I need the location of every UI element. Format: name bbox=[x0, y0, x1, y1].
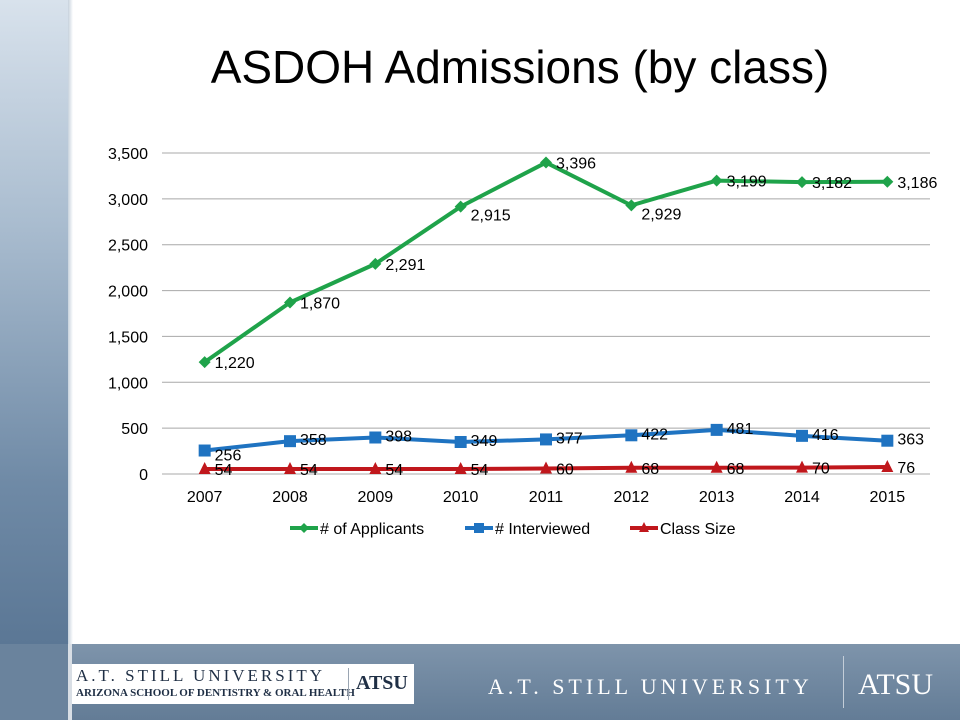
diamond-marker bbox=[284, 296, 296, 309]
diamond-marker bbox=[796, 176, 808, 189]
square-marker bbox=[474, 523, 484, 533]
diamond-marker bbox=[881, 175, 894, 188]
square-marker bbox=[881, 434, 894, 447]
diamond-marker bbox=[454, 200, 467, 213]
chart-series bbox=[198, 156, 894, 475]
data-label: 2,929 bbox=[641, 206, 681, 223]
slide-title: ASDOH Admissions (by class) bbox=[210, 41, 830, 93]
square-marker bbox=[198, 444, 211, 457]
data-label: 256 bbox=[215, 448, 242, 465]
footer-abbrev: ATSU bbox=[858, 668, 934, 701]
data-labels: 1,220 1,870 2,291 2,915 3,396 2,929 3,199 3,182… bbox=[215, 156, 938, 480]
data-label: 481 bbox=[727, 421, 754, 438]
x-axis-ticks: 2007 2008 2009 2010 2011 2012 2013 2014 2015 bbox=[187, 489, 905, 506]
data-label: 3,182 bbox=[812, 175, 852, 192]
y-axis-ticks: 0 500 1,000 1,500 2,000 2,500 3,000 3,500 bbox=[108, 146, 148, 484]
data-label: 54 bbox=[300, 462, 318, 479]
data-label: 377 bbox=[556, 430, 583, 447]
triangle-marker bbox=[540, 461, 552, 474]
triangle-marker bbox=[369, 462, 382, 475]
y-tick-label: 1,500 bbox=[108, 329, 148, 346]
square-marker bbox=[796, 429, 808, 442]
triangle-marker bbox=[639, 522, 649, 532]
footer-bar: A.T. STILL UNIVERSITY ARIZONA SCHOOL OF … bbox=[0, 644, 960, 720]
y-tick-label: 3,000 bbox=[108, 192, 148, 209]
data-label: 68 bbox=[641, 461, 659, 478]
logo-separator bbox=[348, 668, 349, 700]
x-tick-label: 2007 bbox=[187, 489, 223, 506]
legend-label: # Interviewed bbox=[495, 521, 590, 538]
data-label: 358 bbox=[300, 432, 327, 449]
data-label: 2,291 bbox=[385, 257, 425, 274]
x-tick-label: 2014 bbox=[784, 489, 820, 506]
triangle-marker bbox=[454, 462, 467, 475]
logo-university-name: A.T. STILL UNIVERSITY bbox=[76, 666, 326, 685]
x-tick-label: 2013 bbox=[699, 489, 735, 506]
x-tick-label: 2012 bbox=[614, 489, 650, 506]
left-bar-edge bbox=[68, 0, 73, 644]
y-tick-label: 2,000 bbox=[108, 284, 148, 301]
x-tick-label: 2009 bbox=[358, 489, 394, 506]
legend-label: # of Applicants bbox=[320, 521, 424, 538]
data-label: 76 bbox=[897, 460, 915, 477]
data-label: 3,186 bbox=[897, 175, 937, 192]
x-tick-label: 2008 bbox=[272, 489, 308, 506]
data-label: 2,915 bbox=[471, 208, 511, 225]
school-logo: A.T. STILL UNIVERSITY ARIZONA SCHOOL OF … bbox=[72, 664, 414, 704]
y-tick-label: 0 bbox=[139, 467, 148, 484]
diamond-marker bbox=[710, 174, 723, 187]
legend-label: Class Size bbox=[660, 521, 736, 538]
data-label: 422 bbox=[641, 426, 668, 443]
logo-school-name: ARIZONA SCHOOL OF DENTISTRY & ORAL HEALT… bbox=[76, 687, 355, 699]
diamond-marker bbox=[540, 156, 552, 169]
x-tick-label: 2011 bbox=[529, 489, 564, 506]
square-marker bbox=[454, 435, 467, 448]
diamond-marker bbox=[198, 356, 211, 369]
triangle-marker bbox=[284, 462, 296, 475]
data-label: 349 bbox=[471, 433, 498, 450]
square-marker bbox=[710, 423, 723, 436]
square-marker bbox=[625, 429, 638, 442]
data-label: 54 bbox=[385, 462, 403, 479]
data-label: 54 bbox=[215, 462, 233, 479]
diamond-marker bbox=[369, 257, 382, 270]
y-tick-label: 2,500 bbox=[108, 238, 148, 255]
left-decorative-bar bbox=[0, 0, 68, 644]
footer-divider bbox=[68, 644, 72, 720]
y-tick-label: 1,000 bbox=[108, 375, 148, 392]
triangle-marker bbox=[710, 460, 723, 473]
y-tick-label: 3,500 bbox=[108, 146, 148, 163]
data-label: 398 bbox=[385, 428, 412, 445]
data-label: 60 bbox=[556, 461, 574, 478]
footer-university-name: A.T. STILL UNIVERSITY bbox=[488, 674, 813, 699]
data-label: 3,396 bbox=[556, 156, 596, 173]
data-label: 70 bbox=[812, 461, 830, 478]
diamond-marker bbox=[299, 523, 309, 533]
square-marker bbox=[369, 431, 382, 444]
square-marker bbox=[540, 433, 552, 446]
data-label: 1,870 bbox=[300, 295, 340, 312]
series-line bbox=[203, 160, 888, 364]
data-label: 363 bbox=[897, 432, 924, 449]
y-tick-label: 500 bbox=[121, 421, 148, 438]
x-tick-label: 2015 bbox=[870, 489, 906, 506]
footer-left-block bbox=[0, 644, 68, 720]
data-label: 1,220 bbox=[215, 355, 255, 372]
diamond-marker bbox=[625, 199, 638, 212]
square-marker bbox=[284, 435, 296, 448]
x-tick-label: 2010 bbox=[443, 489, 479, 506]
triangle-marker bbox=[625, 460, 638, 473]
logo-abbrev: ATSU bbox=[356, 672, 408, 694]
triangle-marker bbox=[796, 460, 808, 473]
chart-grid bbox=[162, 152, 930, 475]
data-label: 416 bbox=[812, 427, 839, 444]
triangle-marker bbox=[198, 462, 211, 475]
data-label: 68 bbox=[727, 461, 745, 478]
chart-legend: # of Applicants # Interviewed Class Size bbox=[290, 521, 736, 538]
footer-separator bbox=[843, 656, 844, 708]
data-label: 54 bbox=[471, 462, 489, 479]
triangle-marker bbox=[881, 460, 894, 473]
data-label: 3,199 bbox=[727, 174, 767, 191]
